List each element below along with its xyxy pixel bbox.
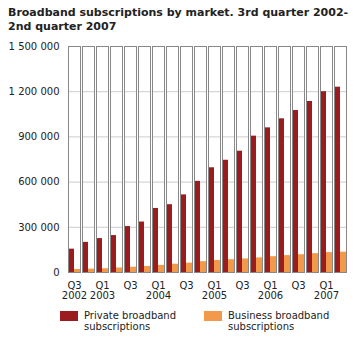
svg-text:0: 0 [53, 266, 59, 277]
svg-text:1 200 000: 1 200 000 [9, 85, 60, 96]
svg-text:1 500 000: 1 500 000 [9, 40, 60, 51]
svg-text:Q32002: Q32002 [62, 279, 87, 300]
svg-text:600 000: 600 000 [18, 176, 59, 187]
html-text:Broadband subscriptions by mar: Broadband subscriptions by market. 3rd q… [8, 6, 349, 33]
svg-text:Q12003: Q12003 [90, 279, 115, 300]
svg-text:Q3: Q3 [123, 279, 137, 290]
html-text:Private broadband subscription: Private broadband subscriptions [84, 309, 176, 332]
svg-text:Q12007: Q12007 [314, 279, 339, 300]
svg-text:Q12005: Q12005 [202, 279, 227, 300]
svg-text:Q12004: Q12004 [146, 279, 171, 300]
svg-text:Q3: Q3 [291, 279, 305, 290]
svg-text:Q3: Q3 [179, 279, 193, 290]
svg-text:Q3: Q3 [235, 279, 249, 290]
svg-text:Q12006: Q12006 [258, 279, 283, 300]
svg-text:900 000: 900 000 [18, 131, 59, 142]
html-text:Business broadband subscriptio: Business broadband subscriptions [228, 309, 330, 332]
svg-text:300 000: 300 000 [18, 221, 59, 232]
